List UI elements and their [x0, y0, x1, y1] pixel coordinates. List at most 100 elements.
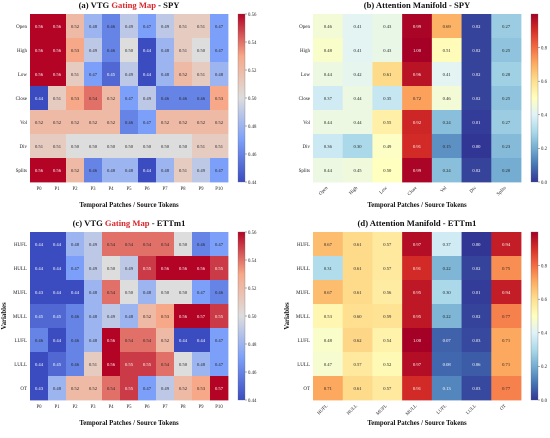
- heatmap-cell: [156, 352, 175, 377]
- heatmap-cell: [66, 110, 85, 135]
- heatmap-cell: [120, 280, 139, 305]
- column-tick-label: P3: [90, 405, 96, 410]
- panel-title: (d) Attention Manifold - ETTm1: [358, 218, 477, 228]
- cell-value-label: 0.56: [35, 72, 44, 77]
- panel-title: (b) Attention Manifold - SPY: [364, 0, 471, 10]
- colorbar-tick-label: 0.6: [541, 298, 548, 303]
- row-tick-label: HULL: [14, 267, 27, 272]
- cell-value-label: 0.50: [125, 144, 134, 149]
- cell-value-label: 0.57: [383, 242, 392, 247]
- cell-value-label: 0.48: [143, 290, 152, 295]
- heatmap-cell: [461, 232, 492, 257]
- cell-value-label: 0.13: [443, 386, 452, 391]
- cell-value-label: 0.69: [443, 24, 452, 29]
- heatmap-cell: [84, 86, 103, 111]
- cell-value-label: 0.71: [502, 362, 511, 367]
- cell-value-label: 0.47: [143, 386, 152, 391]
- cell-value-label: 0.51: [197, 144, 206, 149]
- heatmap-cell: [491, 376, 522, 401]
- heatmap-cell: [192, 38, 211, 63]
- cell-value-label: 0.48: [71, 242, 80, 247]
- cell-value-label: 0.02: [472, 96, 481, 101]
- heatmap-cell: [66, 134, 85, 159]
- heatmap-cell: [120, 38, 139, 63]
- cell-value-label: 0.75: [502, 266, 511, 271]
- cell-value-label: 0.52: [71, 168, 80, 173]
- cell-value-label: 0.44: [143, 48, 152, 53]
- heatmap-cell: [210, 14, 229, 39]
- colorbar-tick-label: 0.44: [248, 399, 257, 404]
- heatmap-cell: [156, 280, 175, 305]
- cell-value-label: 0.00: [472, 242, 481, 247]
- heatmap-cell: [192, 352, 211, 377]
- heatmap-cell: [372, 280, 403, 305]
- heatmap-cell: [192, 134, 211, 159]
- row-tick-label: HUFL: [14, 243, 27, 248]
- cell-value-label: 0.51: [215, 144, 224, 149]
- column-tick-label: P0: [36, 187, 42, 192]
- cell-value-label: 0.44: [143, 168, 152, 173]
- cell-value-label: 0.03: [472, 338, 481, 343]
- colorbar-tick-label: 0.4: [541, 114, 548, 119]
- heatmap-cell: [66, 280, 85, 305]
- column-tick-label: P2: [72, 187, 78, 192]
- panel-title-part: (a) VTG: [79, 0, 112, 10]
- heatmap-cell: [120, 110, 139, 135]
- cell-value-label: 0.55: [125, 362, 134, 367]
- heatmap-cell: [102, 134, 121, 159]
- heatmap-cell: [30, 328, 49, 353]
- cell-value-label: 0.00: [472, 144, 481, 149]
- cell-value-label: 0.95: [413, 290, 422, 295]
- column-tick-label: P5: [126, 187, 132, 192]
- column-tick-label: Vol: [440, 185, 449, 194]
- heatmap-cell: [66, 232, 85, 257]
- heatmap-cell: [372, 304, 403, 329]
- row-tick-label: Open: [16, 25, 27, 30]
- cell-value-label: 0.50: [179, 242, 188, 247]
- cell-value-label: 0.43: [383, 48, 392, 53]
- heatmap-cell: [84, 376, 103, 401]
- row-tick-label: High: [300, 49, 311, 54]
- cell-value-label: 0.52: [71, 24, 80, 29]
- heatmap-cell: [210, 38, 229, 63]
- heatmap-cell: [210, 158, 229, 183]
- cell-value-label: 0.46: [71, 338, 80, 343]
- x-axis-label: Temporal Patches / Source Tokens: [367, 420, 467, 427]
- heatmap-cell: [156, 158, 175, 183]
- column-tick-label: P0: [36, 405, 42, 410]
- heatmap-cell: [342, 134, 373, 159]
- heatmap-cell: [174, 110, 193, 135]
- cell-value-label: 0.48: [107, 168, 116, 173]
- colorbar-tick-label: 0.52: [248, 69, 257, 74]
- cell-value-label: 0.50: [161, 290, 170, 295]
- heatmap-cell: [402, 376, 433, 401]
- cell-value-label: 0.22: [443, 266, 452, 271]
- cell-value-label: 0.56: [53, 72, 62, 77]
- heatmap-panel-1: (b) Attention Manifold - SPY 0.46 0.41 0.43…: [299, 0, 548, 209]
- heatmap-cell: [48, 110, 67, 135]
- cell-value-label: 0.71: [324, 386, 333, 391]
- cell-value-label: 0.61: [354, 290, 363, 295]
- heatmap-cell: [120, 232, 139, 257]
- heatmap-cell: [84, 304, 103, 329]
- column-tick-label: P8: [180, 187, 186, 192]
- panel-title-part: Gating Map: [105, 218, 150, 228]
- cell-value-label: 0.77: [502, 314, 511, 319]
- cell-value-label: 0.57: [215, 386, 224, 391]
- cell-value-label: 0.49: [89, 266, 98, 271]
- heatmap-cell: [342, 62, 373, 87]
- column-tick-label: P5: [126, 405, 132, 410]
- colorbar-tick-label: 0.54: [248, 259, 257, 264]
- heatmap-cell: [461, 134, 492, 159]
- cell-value-label: 0.01: [472, 290, 481, 295]
- cell-value-label: 0.46: [107, 24, 116, 29]
- cell-value-label: 0.97: [413, 242, 422, 247]
- cell-value-label: 0.46: [125, 120, 134, 125]
- x-axis-label: Temporal Patches / Source Tokens: [79, 420, 179, 427]
- heatmap-cell: [156, 86, 175, 111]
- cell-value-label: 0.46: [324, 24, 333, 29]
- cell-value-label: 0.44: [354, 96, 363, 101]
- heatmap-cell: [66, 256, 85, 281]
- cell-value-label: 0.59: [383, 314, 392, 319]
- row-tick-label: Splits: [299, 169, 310, 174]
